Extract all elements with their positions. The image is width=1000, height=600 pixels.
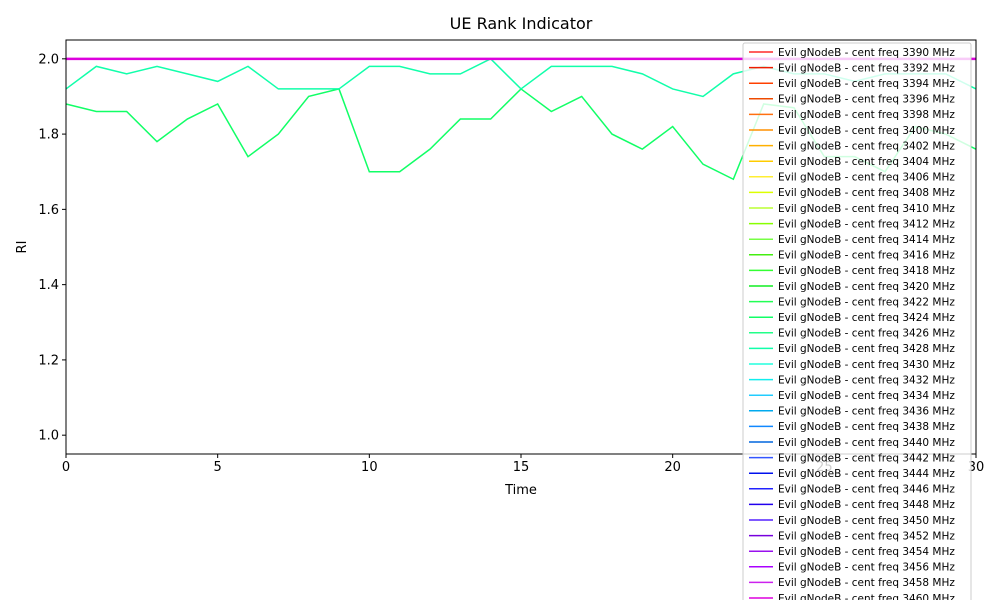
legend-entry-label: Evil gNodeB - cent freq 3404 MHz xyxy=(778,156,955,168)
legend-entry-label: Evil gNodeB - cent freq 3416 MHz xyxy=(778,250,955,262)
legend-entry-label: Evil gNodeB - cent freq 3450 MHz xyxy=(778,515,955,527)
y-tick-label: 1.8 xyxy=(38,128,59,143)
legend-entry-label: Evil gNodeB - cent freq 3396 MHz xyxy=(778,94,955,106)
legend-entry-label: Evil gNodeB - cent freq 3402 MHz xyxy=(778,140,955,152)
legend-entry-label: Evil gNodeB - cent freq 3408 MHz xyxy=(778,187,955,199)
y-tick-label: 2.0 xyxy=(38,52,59,67)
y-tick-label: 1.4 xyxy=(38,278,59,293)
legend-entry-label: Evil gNodeB - cent freq 3442 MHz xyxy=(778,452,955,464)
legend-entry-label: Evil gNodeB - cent freq 3426 MHz xyxy=(778,328,955,340)
y-axis-label: RI xyxy=(15,241,30,254)
legend-entry-label: Evil gNodeB - cent freq 3418 MHz xyxy=(778,265,955,277)
legend-entry-label: Evil gNodeB - cent freq 3446 MHz xyxy=(778,484,955,496)
legend-entry-label: Evil gNodeB - cent freq 3390 MHz xyxy=(778,47,955,59)
y-tick-label: 1.6 xyxy=(38,203,59,218)
x-tick-label: 5 xyxy=(214,460,222,475)
legend-entry-label: Evil gNodeB - cent freq 3422 MHz xyxy=(778,296,955,308)
legend-entry-label: Evil gNodeB - cent freq 3430 MHz xyxy=(778,359,955,371)
legend-entry-label: Evil gNodeB - cent freq 3454 MHz xyxy=(778,546,955,558)
legend-entry-label: Evil gNodeB - cent freq 3392 MHz xyxy=(778,62,955,74)
legend-entry-label: Evil gNodeB - cent freq 3440 MHz xyxy=(778,437,955,449)
legend-entry-label: Evil gNodeB - cent freq 3412 MHz xyxy=(778,218,955,230)
x-tick-label: 15 xyxy=(513,460,530,475)
legend-entry-label: Evil gNodeB - cent freq 3444 MHz xyxy=(778,468,955,480)
legend-entry-label: Evil gNodeB - cent freq 3410 MHz xyxy=(778,203,955,215)
y-tick-label: 1.2 xyxy=(38,353,59,368)
legend-entry-label: Evil gNodeB - cent freq 3460 MHz xyxy=(778,593,955,600)
legend-entry-label: Evil gNodeB - cent freq 3400 MHz xyxy=(778,125,955,137)
legend-entry-label: Evil gNodeB - cent freq 3394 MHz xyxy=(778,78,955,90)
legend-entry-label: Evil gNodeB - cent freq 3424 MHz xyxy=(778,312,955,324)
legend: Evil gNodeB - cent freq 3390 MHz Evil gNo… xyxy=(742,42,972,600)
legend-entry-label: Evil gNodeB - cent freq 3458 MHz xyxy=(778,577,955,589)
legend-entry-label: Evil gNodeB - cent freq 3436 MHz xyxy=(778,406,955,418)
x-axis-label: Time xyxy=(504,483,537,498)
legend-entry-label: Evil gNodeB - cent freq 3420 MHz xyxy=(778,281,955,293)
legend-entry-label: Evil gNodeB - cent freq 3456 MHz xyxy=(778,562,955,574)
legend-entry-label: Evil gNodeB - cent freq 3406 MHz xyxy=(778,172,955,184)
chart-title: UE Rank Indicator xyxy=(450,14,593,33)
x-tick-label: 30 xyxy=(968,460,985,475)
x-tick-label: 20 xyxy=(664,460,681,475)
y-axis: 1.0 1.2 1.4 1.6 1.8 2.0 xyxy=(38,52,66,444)
x-tick-label: 0 xyxy=(62,460,70,475)
legend-entry-label: Evil gNodeB - cent freq 3452 MHz xyxy=(778,530,955,542)
legend-box xyxy=(742,42,972,600)
y-tick-label: 1.0 xyxy=(38,429,59,444)
legend-entry-label: Evil gNodeB - cent freq 3438 MHz xyxy=(778,421,955,433)
x-tick-label: 10 xyxy=(361,460,378,475)
legend-entry-label: Evil gNodeB - cent freq 3432 MHz xyxy=(778,374,955,386)
legend-entry-label: Evil gNodeB - cent freq 3414 MHz xyxy=(778,234,955,246)
legend-entry-label: Evil gNodeB - cent freq 3428 MHz xyxy=(778,343,955,355)
legend-entry-label: Evil gNodeB - cent freq 3398 MHz xyxy=(778,109,955,121)
legend-entry-label: Evil gNodeB - cent freq 3448 MHz xyxy=(778,499,955,511)
legend-entry-label: Evil gNodeB - cent freq 3434 MHz xyxy=(778,390,955,402)
